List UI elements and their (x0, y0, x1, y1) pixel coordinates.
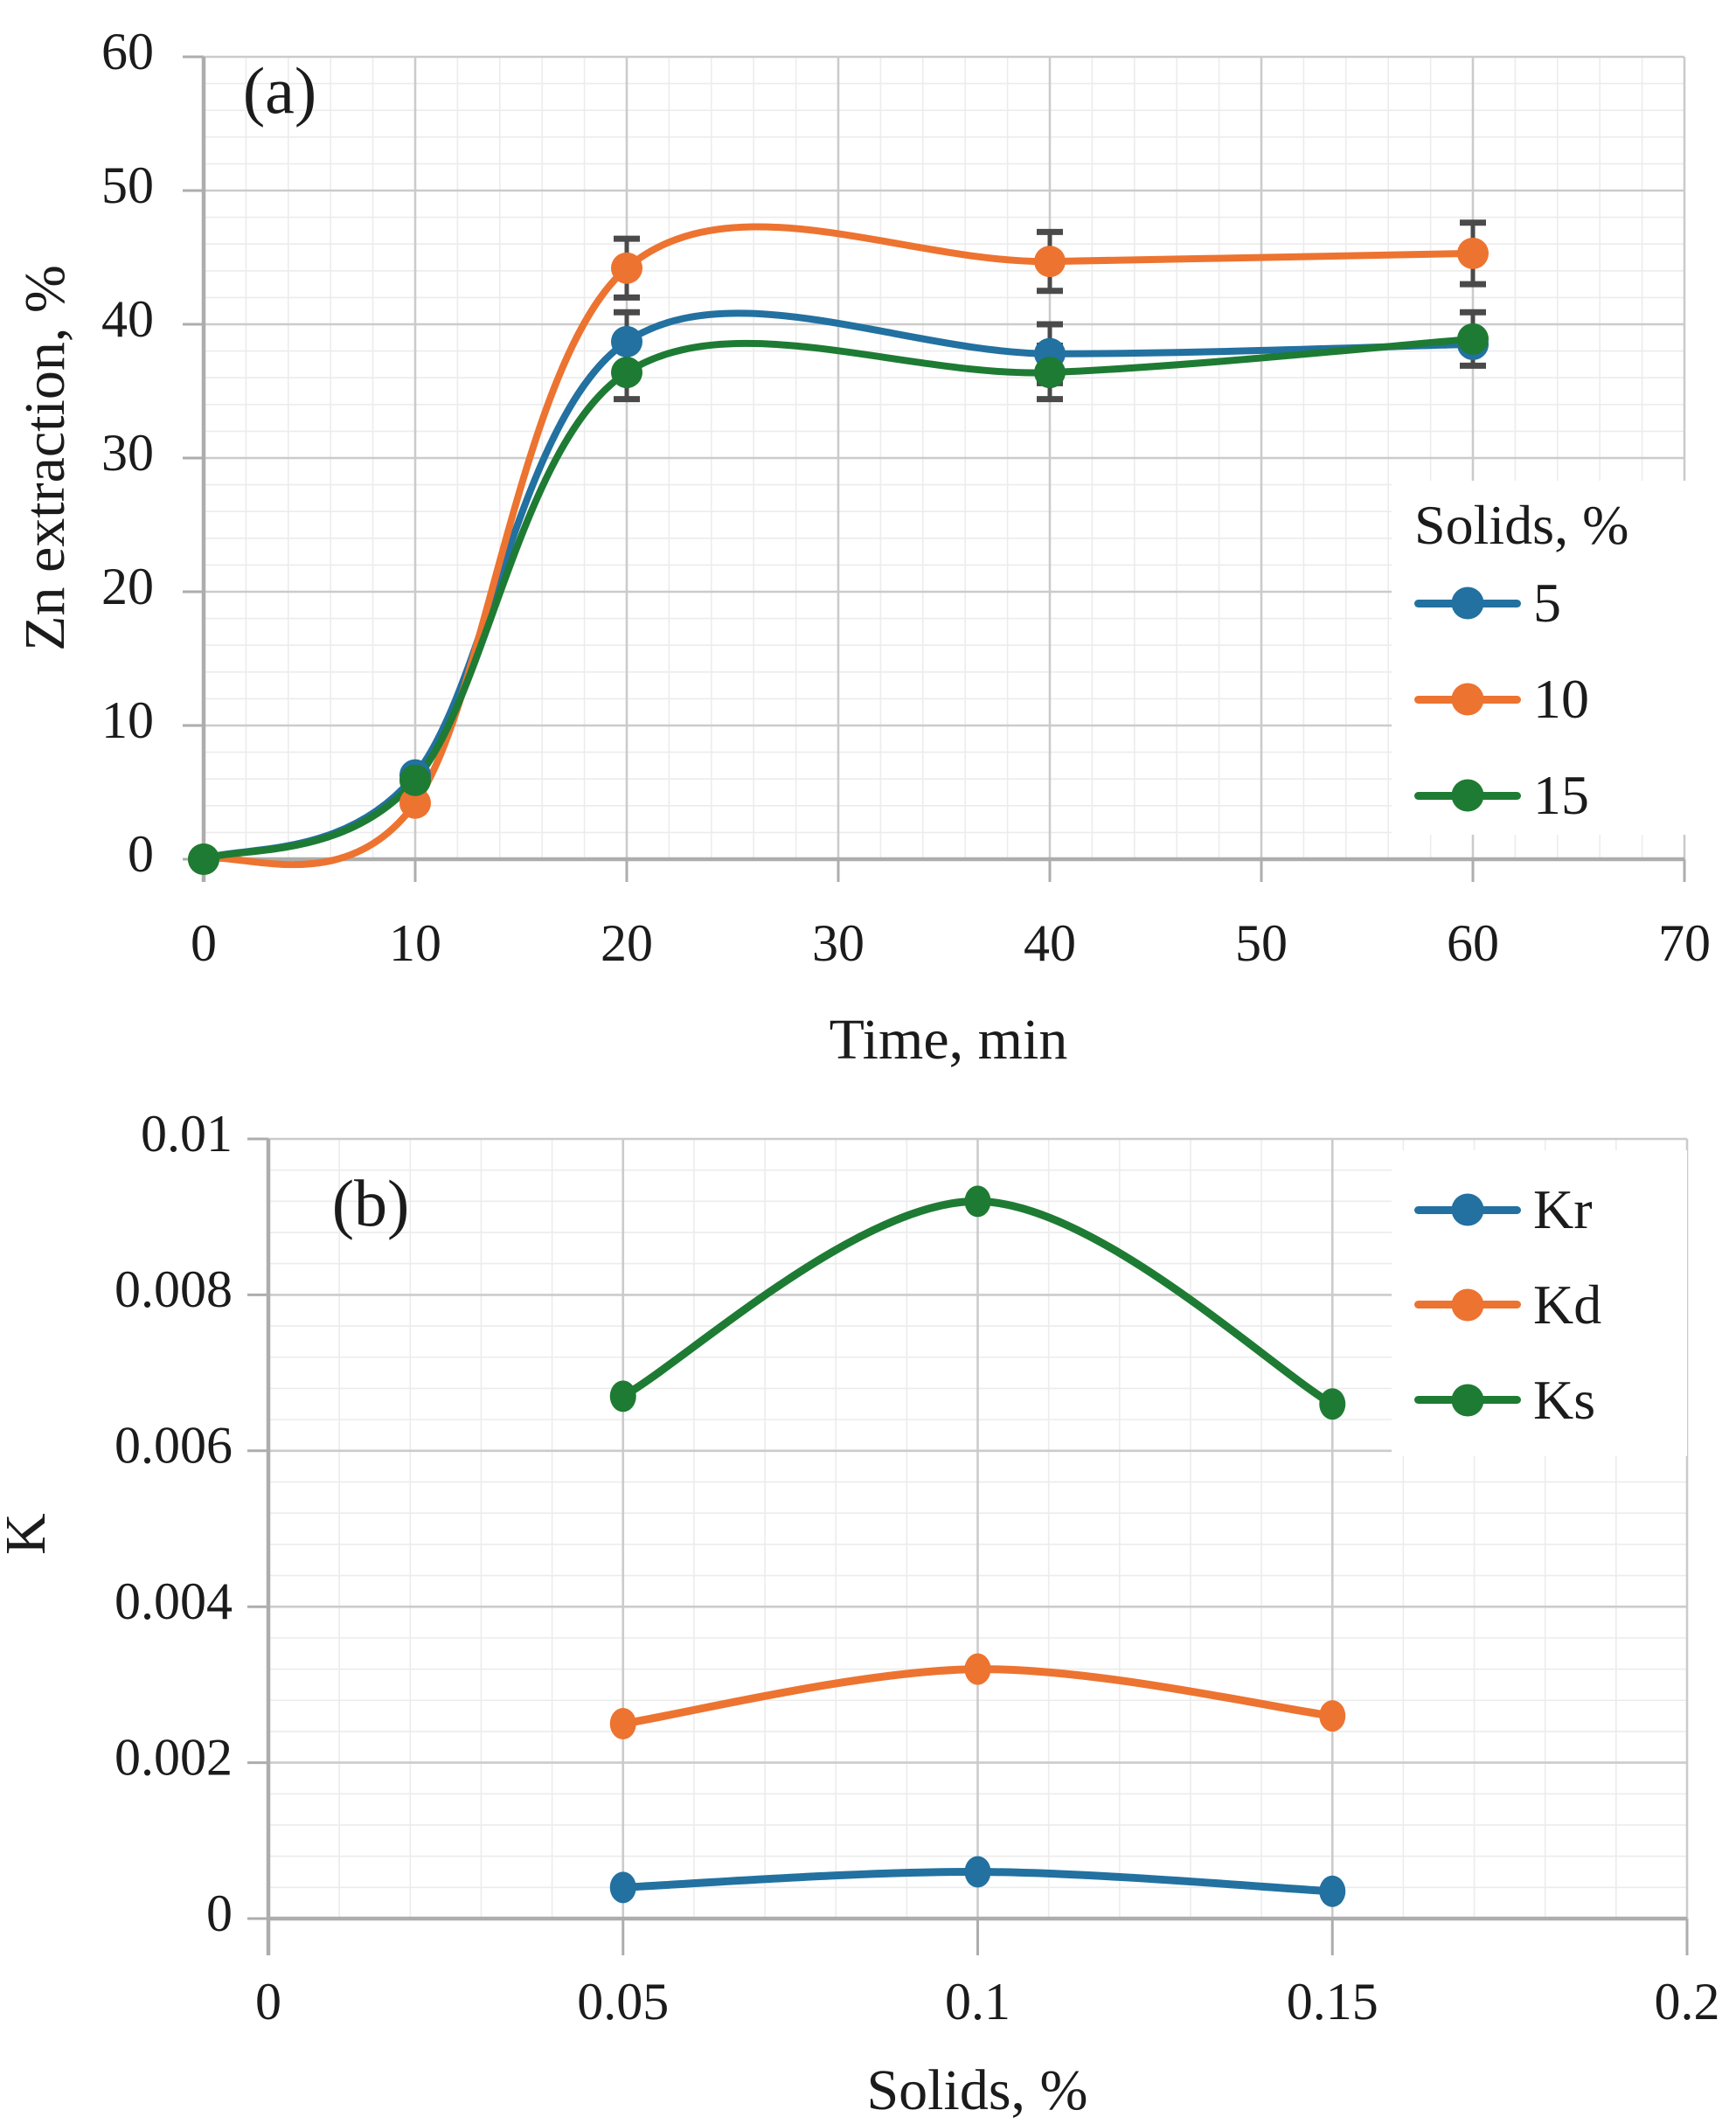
legend-item-label: Ks (1533, 1368, 1596, 1431)
panel-b-major-grid (268, 1137, 1689, 1919)
legend-item-label: 10 (1533, 668, 1589, 730)
legend-line-marker-icon (1414, 683, 1521, 716)
panel-b-legend: Kr Kd Ks (1392, 1150, 1687, 1456)
panel-a-x-tick-label: 70 (1658, 914, 1711, 972)
panel-b-x-axis-title: Solids, % (866, 2058, 1088, 2122)
panel-b-y-tick-label: 0.008 (115, 1260, 233, 1318)
legend-line-marker-icon (1414, 1193, 1521, 1226)
legend-item-Kd: Kd (1414, 1274, 1678, 1336)
panel-a-y-tick-label: 30 (101, 424, 154, 482)
panel-a-x-tick-label: 40 (1024, 914, 1076, 972)
panel-b-tick-labels: 0 0.05 0.1 0.15 0.2 0 0.002 0.004 0.006 0.008 0.01 (115, 1105, 1720, 2030)
panel-a-x-tick-label: 50 (1235, 914, 1288, 972)
panel-b-x-tick-label: 0.05 (577, 1973, 669, 2030)
panel-b-x-tick-label: 0.1 (945, 1973, 1010, 2030)
panel-a-y-tick-label: 40 (101, 290, 154, 348)
panel-b-y-tick-label: 0.006 (115, 1417, 233, 1475)
legend-line-marker-icon (1414, 779, 1521, 812)
panel-a-y-tick-label: 10 (101, 691, 154, 749)
legend-line-marker-icon (1414, 1384, 1521, 1417)
legend-item-15: 15 (1414, 764, 1683, 826)
panel-a-y-axis-title: Zn extraction, % (13, 265, 77, 651)
panel-b-y-tick-label: 0 (206, 1885, 233, 1942)
panel-a-x-tick-label: 20 (601, 914, 653, 972)
series-markers-15 (188, 323, 1489, 875)
panel-b-axes (247, 1137, 1689, 1955)
panel-a-letter: (a) (242, 54, 317, 128)
legend-item-5: 5 (1414, 572, 1683, 634)
legend-item-10: 10 (1414, 668, 1683, 730)
panel-a-x-tick-label: 30 (812, 914, 865, 972)
panel-a-x-tick-label: 0 (191, 914, 217, 972)
series-markers-Kr (609, 1856, 1346, 1907)
panel-a-tick-labels: 0 10 20 30 40 50 60 70 0 10 20 30 40 50 60 (101, 23, 1711, 972)
panel-a-legend-title: Solids, % (1414, 494, 1629, 556)
panel-a-y-tick-label: 20 (101, 558, 154, 615)
legend-item-label: Kr (1533, 1178, 1593, 1241)
legend-line-marker-icon (1414, 1288, 1521, 1322)
panel-b-y-tick-label: 0.002 (115, 1728, 233, 1786)
panel-b-x-tick-label: 0.15 (1287, 1973, 1378, 2030)
series-line-15 (200, 335, 1476, 863)
series-markers-Kd (609, 1653, 1346, 1739)
legend-item-label: Kd (1533, 1273, 1602, 1336)
legend-item-label: 15 (1533, 764, 1589, 826)
panel-a-x-tick-label: 60 (1447, 914, 1499, 972)
panel-a-y-tick-label: 60 (101, 23, 154, 80)
panel-b-y-tick-label: 0.004 (115, 1572, 233, 1630)
panel-a-y-tick-label: 0 (128, 825, 154, 883)
legend-item-Ks: Ks (1414, 1369, 1678, 1431)
panel-a-x-axis-title: Time, min (829, 1008, 1068, 1072)
panel-b-x-tick-label: 0 (255, 1973, 281, 2030)
panel-b-y-axis-title: K (0, 1513, 58, 1555)
panel-a-x-tick-label: 10 (389, 914, 441, 972)
series-markers-Ks (609, 1185, 1346, 1420)
legend-item-label: 5 (1533, 572, 1561, 634)
panel-b-x-tick-label: 0.2 (1655, 1973, 1720, 2030)
legend-item-Kr: Kr (1414, 1178, 1678, 1240)
panel-b-letter: (b) (331, 1167, 410, 1241)
legend-line-marker-icon (1414, 587, 1521, 620)
panel-a-axes (183, 55, 1686, 882)
panel-b-y-tick-label: 0.01 (141, 1105, 233, 1163)
panel-a-y-tick-label: 50 (101, 156, 154, 214)
panel-a-legend: Solids, % 5 10 15 (1392, 481, 1691, 835)
